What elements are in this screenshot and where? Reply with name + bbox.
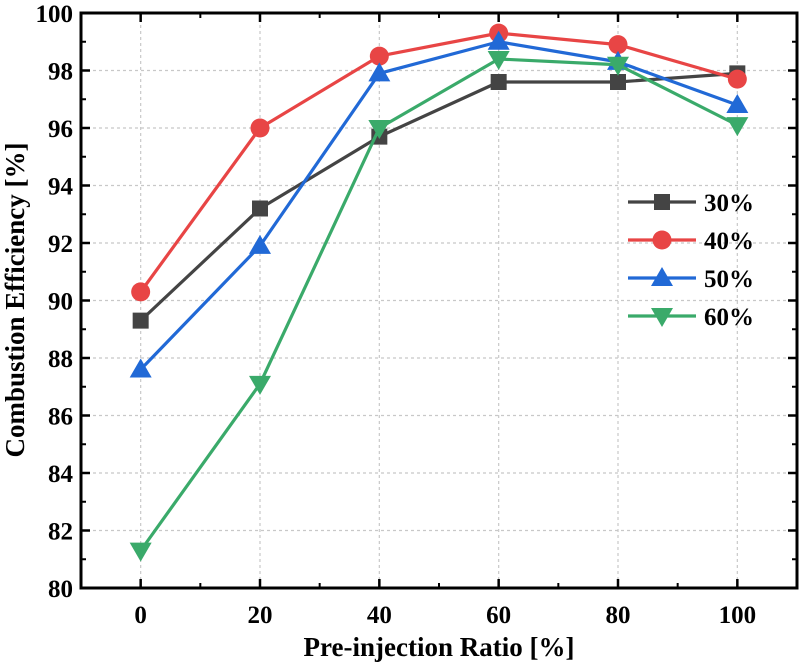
y-tick-label: 82 [48,519,73,546]
series-line-50pct [139,40,738,371]
legend: 30% 40% 50% 60% [628,190,754,331]
data-point-60pct [487,51,510,70]
y-axis-title: Combustion Efficiency [%] [0,143,30,458]
series-60pct [129,51,749,562]
legend-label: 50% [704,266,754,293]
y-tick-label: 84 [48,461,74,488]
data-point-40pct [369,46,389,66]
y-tick-label: 94 [48,174,74,201]
data-point-40pct [727,69,747,89]
data-point-60pct [249,375,271,395]
legend-entry-60pct: 60% [628,304,754,331]
x-tick-label: 0 [134,602,147,629]
data-point-40pct [250,118,270,138]
data-point-60pct [726,117,749,137]
data-point-30pct [610,74,626,90]
y-tick-label: 96 [48,116,73,143]
data-point-30pct [490,74,507,90]
series-30pct [132,65,746,329]
data-point-50pct [368,62,391,82]
axis-ticks: 80 82 84 86 88 90 92 94 96 98 100 0 20 40 60 80 100 [36,1,797,629]
x-axis-title: Pre-injection Ratio [%] [304,632,575,662]
series-group [129,23,749,562]
x-tick-label: 20 [248,602,273,629]
y-tick-label: 88 [48,346,73,373]
y-tick-label: 86 [48,404,73,431]
y-tick-label: 100 [36,1,74,28]
y-tick-label: 90 [48,289,73,316]
legend-entry-50pct: 50% [628,266,754,293]
data-point-60pct [368,120,391,139]
legend-label: 60% [704,304,754,331]
data-point-50pct [726,94,749,113]
legend-label: 30% [704,190,754,217]
legend-marker [651,308,673,327]
series-line-60pct [139,57,739,552]
data-point-60pct [129,542,152,562]
series-line-30pct [139,71,738,322]
legend-marker [652,230,672,250]
y-tick-label: 80 [48,576,73,603]
y-tick-label: 98 [48,59,73,86]
x-tick-label: 100 [719,602,757,629]
series-line-40pct [139,31,738,293]
data-point-50pct [487,30,510,50]
legend-entry-40pct: 40% [628,228,754,255]
legend-entry-30pct: 30% [628,190,754,217]
x-tick-label: 40 [367,602,392,629]
data-point-50pct [249,234,271,254]
y-tick-label: 92 [48,231,73,258]
data-point-60pct [607,56,629,76]
data-point-30pct [252,200,268,217]
x-tick-label: 80 [606,602,631,629]
data-point-50pct [129,358,152,378]
legend-label: 40% [704,228,754,255]
legend-marker [651,267,673,286]
legend-marker [654,194,670,210]
data-point-40pct [608,35,628,55]
x-tick-label: 60 [486,602,511,629]
data-point-30pct [132,312,149,329]
series-40pct [131,23,747,302]
data-point-40pct [131,282,151,302]
